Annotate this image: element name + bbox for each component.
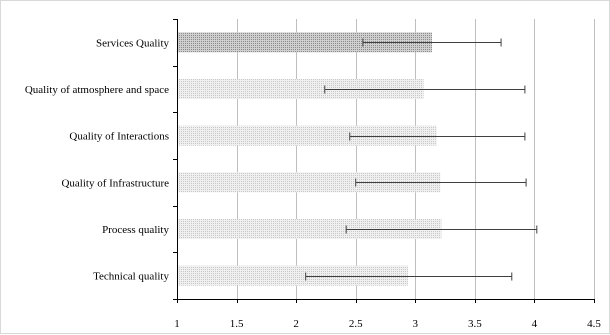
x-tick-label: 4.5 xyxy=(587,318,601,330)
x-tick-label: 1 xyxy=(174,318,180,330)
category-label: Technical quality xyxy=(93,271,169,283)
bar[interactable] xyxy=(177,125,437,146)
x-tick-label: 3.5 xyxy=(468,318,482,330)
category-label: Services Quality xyxy=(96,37,170,49)
x-tick-label: 3 xyxy=(413,318,419,330)
tick-label-layer: 1 1.5 2 2.5 3 3.5 4 4.5 xyxy=(174,318,601,330)
category-label: Quality of atmosphere and space xyxy=(25,84,169,96)
category-label: Process quality xyxy=(102,224,169,236)
bar[interactable] xyxy=(177,265,409,286)
bar[interactable] xyxy=(177,79,424,99)
bar[interactable] xyxy=(177,32,432,53)
category-label: Quality of Infrastructure xyxy=(61,177,169,189)
bar[interactable] xyxy=(177,172,441,193)
axis-layer xyxy=(173,19,595,303)
category-label: Quality of Interactions xyxy=(69,131,169,143)
bar[interactable] xyxy=(177,219,442,239)
error-bar-layer xyxy=(305,38,538,281)
bar-layer xyxy=(177,32,442,286)
x-tick-label: 1.5 xyxy=(230,318,244,330)
x-tick-label: 2.5 xyxy=(349,318,363,330)
category-label-layer: Services Quality Quality of atmosphere an… xyxy=(25,37,170,282)
grid-layer xyxy=(237,19,595,299)
x-tick-label: 4 xyxy=(532,318,538,330)
x-tick-label: 2 xyxy=(293,318,299,330)
